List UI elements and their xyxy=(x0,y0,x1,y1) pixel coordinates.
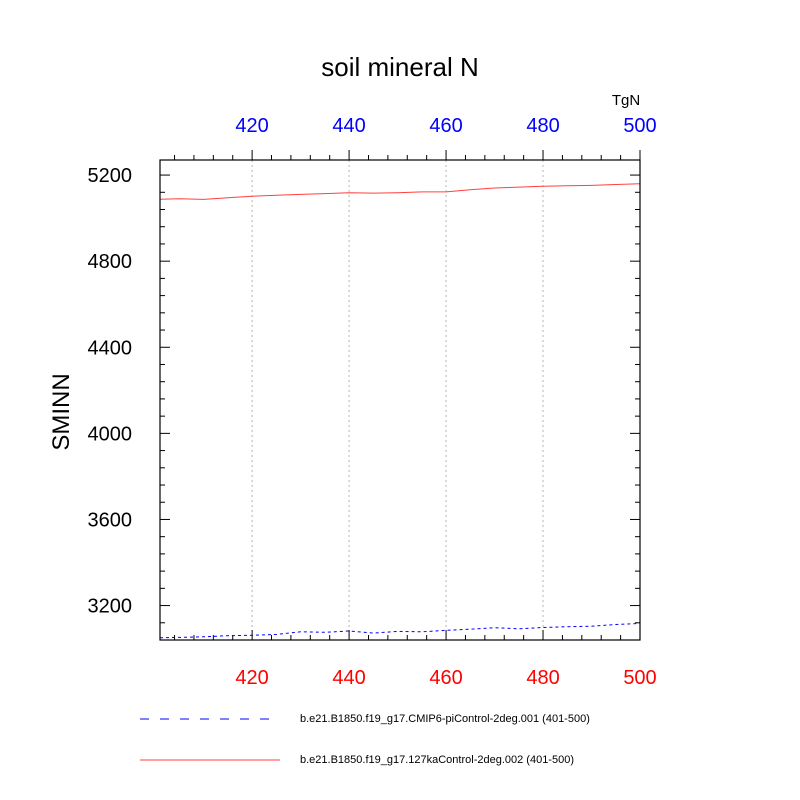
x-tick-label-bottom-480: 480 xyxy=(526,667,559,689)
y-axis-label: SMINN xyxy=(48,373,75,451)
legend-label-picontrol: b.e21.B1850.f19_g17.CMIP6-piControl-2deg… xyxy=(300,713,590,725)
x-tick-label-top-420: 420 xyxy=(235,115,268,137)
x-tick-label-bottom-420: 420 xyxy=(235,667,268,689)
series-line-0 xyxy=(159,622,641,639)
legend-swatch-picontrol xyxy=(140,718,280,720)
x-tick-label-top-480: 480 xyxy=(526,115,559,137)
y-tick-label-3200: 3200 xyxy=(88,596,133,618)
x-tick-label-bottom-500: 500 xyxy=(623,667,656,689)
legend-item-picontrol: b.e21.B1850.f19_g17.CMIP6-piControl-2deg… xyxy=(140,708,780,730)
chart-title: soil mineral N xyxy=(321,52,479,82)
x-tick-label-top-440: 440 xyxy=(332,115,365,137)
x-tick-label-top-500: 500 xyxy=(623,115,656,137)
y-tick-label-4000: 4000 xyxy=(88,423,133,445)
y-tick-label-5200: 5200 xyxy=(88,165,133,187)
plot-frame xyxy=(159,159,641,641)
y-tick-label-4400: 4400 xyxy=(88,337,133,359)
units-label: TgN xyxy=(611,92,641,109)
legend-item-127ka: b.e21.B1850.f19_g17.127kaControl-2deg.00… xyxy=(140,749,780,771)
y-tick-label-4800: 4800 xyxy=(88,251,133,273)
x-tick-label-bottom-440: 440 xyxy=(332,667,365,689)
x-tick-label-bottom-460: 460 xyxy=(429,667,462,689)
y-tick-label-3600: 3600 xyxy=(88,509,133,531)
legend-swatch-127ka xyxy=(140,759,280,761)
legend-label-127ka: b.e21.B1850.f19_g17.127kaControl-2deg.00… xyxy=(300,754,574,766)
x-tick-label-top-460: 460 xyxy=(429,115,462,137)
series-line-1 xyxy=(159,183,641,200)
